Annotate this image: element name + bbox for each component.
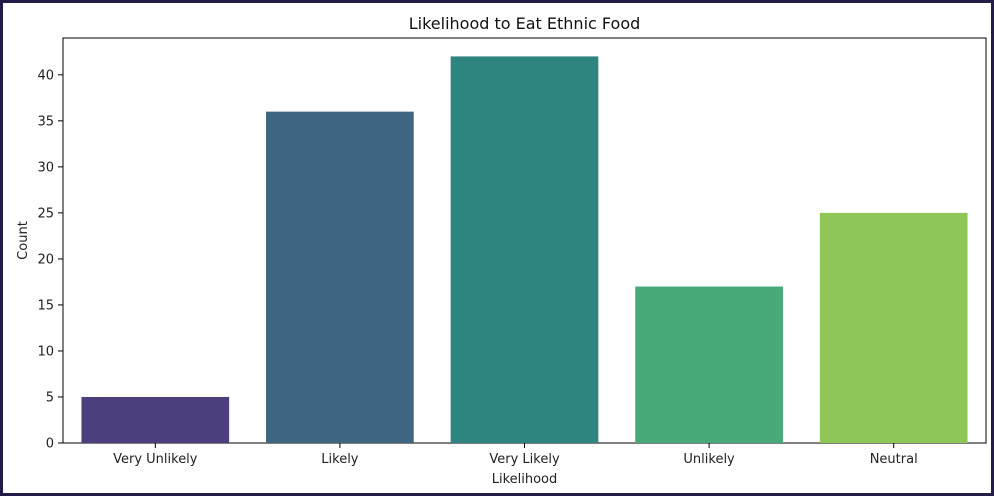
- y-axis-title: Count: [16, 221, 31, 260]
- y-tick-label: 35: [37, 114, 54, 129]
- y-tick-label: 5: [46, 390, 54, 405]
- chart-title: Likelihood to Eat Ethnic Food: [409, 14, 641, 33]
- bars-group: [81, 56, 968, 444]
- bar-very-likely: [450, 56, 599, 444]
- y-tick-label: 30: [37, 160, 54, 175]
- bar-neutral: [819, 212, 968, 443]
- x-tick-label: Very Likely: [489, 452, 560, 467]
- x-tick-label: Very Unlikely: [113, 452, 198, 467]
- y-tick-label: 40: [37, 68, 54, 83]
- bar-chart: Likelihood to Eat Ethnic Food 0 5 10 15 20 25…: [16, 14, 987, 487]
- x-axis: Very Unlikely Likely Very Likely Unlikely Ne…: [113, 443, 918, 467]
- y-tick-label: 0: [46, 437, 54, 452]
- y-axis: 0 5 10 15 20 25 30 35 40: [37, 68, 63, 452]
- x-axis-title: Likelihood: [492, 472, 558, 487]
- bar-likely: [266, 111, 414, 444]
- y-tick-label: 20: [37, 252, 54, 267]
- bar-very-unlikely: [81, 396, 230, 443]
- y-tick-label: 25: [37, 206, 54, 221]
- x-tick-label: Likely: [321, 452, 359, 467]
- x-tick-label: Neutral: [870, 452, 918, 467]
- x-tick-label: Unlikely: [683, 452, 735, 467]
- bar-unlikely: [635, 286, 783, 443]
- y-tick-label: 10: [37, 344, 54, 359]
- y-tick-label: 15: [37, 298, 54, 313]
